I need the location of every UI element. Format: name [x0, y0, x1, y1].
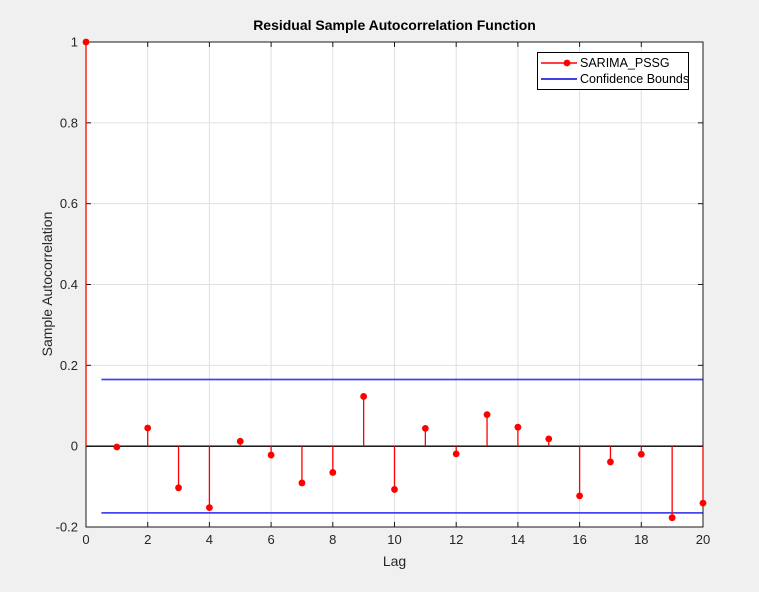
- stem-marker: [607, 458, 614, 466]
- stem-marker: [576, 492, 583, 500]
- legend-marker-dot: [563, 59, 571, 67]
- x-tick-label: 20: [696, 532, 710, 547]
- stem-series-icon: [538, 56, 580, 70]
- stem-marker: [329, 469, 337, 476]
- x-tick-label: 8: [329, 532, 336, 547]
- stem-marker: [206, 504, 213, 511]
- stem-marker: [144, 424, 152, 432]
- stem-marker: [668, 514, 676, 522]
- chart-title: Residual Sample Autocorrelation Function: [253, 17, 536, 33]
- stem-marker: [391, 486, 398, 493]
- stem-marker: [637, 450, 645, 458]
- x-tick-label: 10: [387, 532, 401, 547]
- legend-item-sarima-pssg: SARIMA_PSSG: [538, 55, 688, 71]
- x-tick-label: 2: [144, 532, 151, 547]
- y-tick-label: 0.8: [60, 115, 78, 130]
- x-axis-label: Lag: [382, 553, 407, 569]
- x-tick-label: 0: [82, 532, 89, 547]
- y-tick-label: 0.2: [60, 358, 78, 373]
- stem-marker: [452, 450, 460, 458]
- legend-label-series: SARIMA_PSSG: [580, 56, 670, 70]
- stem-marker: [699, 499, 707, 507]
- stem-marker: [514, 423, 522, 431]
- stem-marker: [82, 38, 90, 46]
- legend: SARIMA_PSSG Confidence Bounds: [537, 52, 689, 90]
- stem-marker: [421, 424, 429, 432]
- y-tick-label: 1: [71, 35, 78, 50]
- stem-marker: [360, 393, 368, 400]
- y-tick-label: 0.6: [60, 196, 78, 211]
- stem-marker: [113, 443, 121, 451]
- stem-marker: [267, 451, 275, 459]
- stem-marker: [483, 411, 491, 419]
- y-axis-label: Sample Autocorrelation: [39, 211, 55, 357]
- x-tick-label: 6: [267, 532, 274, 547]
- y-tick-label: -0.2: [56, 520, 78, 535]
- legend-label-bounds: Confidence Bounds: [580, 72, 690, 86]
- x-tick-label: 12: [449, 532, 463, 547]
- stem-marker: [298, 479, 306, 487]
- legend-item-confidence-bounds: Confidence Bounds: [538, 71, 690, 87]
- x-tick-label: 4: [206, 532, 213, 547]
- x-tick-label: 18: [634, 532, 648, 547]
- y-tick-label: 0: [71, 439, 78, 454]
- stem-marker: [236, 437, 244, 445]
- stem-marker: [175, 484, 182, 492]
- x-tick-label: 14: [511, 532, 525, 547]
- stem-marker: [545, 435, 553, 443]
- y-tick-label: 0.4: [60, 277, 78, 292]
- confidence-line-icon: [538, 72, 580, 86]
- x-tick-label: 16: [572, 532, 586, 547]
